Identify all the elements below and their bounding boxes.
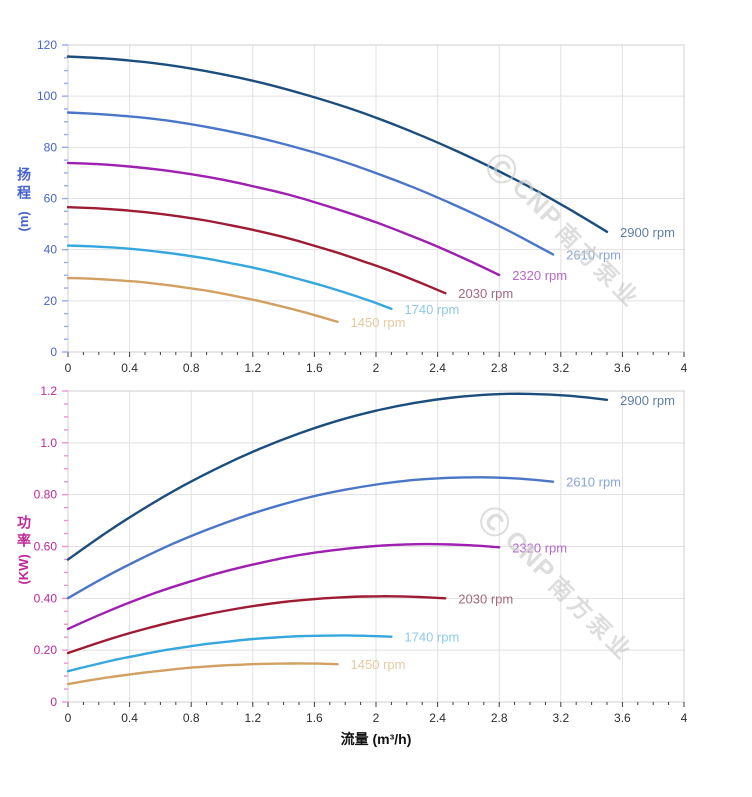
power-curve-2030-rpm: [66, 595, 447, 655]
y-tick-label: 80: [44, 140, 58, 154]
x-tick-label: 0.8: [183, 711, 200, 725]
x-tick-label: 3.2: [552, 361, 569, 375]
head-axis-title-cn: 扬程: [17, 166, 31, 200]
y-tick-label: 60: [44, 192, 58, 206]
head-curve-1450-rpm: [66, 276, 339, 323]
x-tick-labels: 0 0.4 0.8 1.2 1.6 2 2.4 2.8 3.2 3.6 4: [65, 711, 688, 725]
x-tick-label: 4: [681, 361, 688, 375]
power-curve-label-2610-rpm: 2610 rpm: [566, 475, 621, 490]
head-curve-2030-rpm: [66, 206, 447, 295]
head-curve-label-2320-rpm: 2320 rpm: [512, 268, 567, 283]
y-tick-labels: 1.2 1.0 0.80 0.60 0.40 0.20 0: [34, 384, 58, 709]
x-tick-label: 1.6: [306, 361, 323, 375]
x-tick-label: 2: [373, 711, 380, 725]
x-tick-label: 0.4: [121, 361, 138, 375]
x-tick-label: 2: [373, 361, 380, 375]
y-tick-label: 1.2: [40, 384, 57, 398]
power-curve-1740-rpm: [66, 634, 393, 673]
y-tick-label: 0.60: [34, 540, 58, 554]
x-tick-label: 4: [681, 711, 688, 725]
power-axis-title-cn: 功率: [17, 514, 31, 548]
x-axis-ticks: [67, 352, 685, 357]
power-curve-2610-rpm: [66, 476, 555, 600]
x-tick-labels: 0 0.4 0.8 1.2 1.6 2 2.4 2.8 3.2 3.6 4: [65, 361, 688, 375]
x-tick-label: 3.6: [614, 711, 631, 725]
y-tick-label: 0: [50, 345, 57, 359]
x-tick-label: 1.6: [306, 711, 323, 725]
x-tick-label: 3.2: [552, 711, 569, 725]
head-curve-label-1450-rpm: 1450 rpm: [351, 315, 406, 330]
head-curve-label-2030-rpm: 2030 rpm: [458, 286, 513, 301]
head-curve-2320-rpm: [66, 161, 501, 277]
power-curve-label-1450-rpm: 1450 rpm: [351, 657, 406, 672]
head-axis-title-unit: (m): [15, 211, 31, 232]
power-axis-title: 功率 (KW): [8, 514, 40, 584]
head-chart: 0 0.4 0.8 1.2 1.6 2 2.4 2.8 3.2 3.6 4 120 100 80 60 40 2…: [37, 38, 688, 375]
head-curve-label-2610-rpm: 2610 rpm: [566, 248, 621, 263]
x-tick-label: 2.4: [429, 711, 446, 725]
y-tick-label: 0.80: [34, 488, 58, 502]
head-axis-title: 扬程 (m): [8, 166, 40, 232]
power-chart: 0 0.4 0.8 1.2 1.6 2 2.4 2.8 3.2 3.6 4 1.2 1.0 0.80 0.6…: [34, 384, 688, 725]
x-tick-label: 0.8: [183, 361, 200, 375]
gridlines: [68, 45, 684, 352]
x-tick-label: 1.2: [244, 711, 261, 725]
y-tick-labels: 120 100 80 60 40 20 0: [37, 38, 57, 359]
power-curve-2900-rpm: [66, 392, 609, 561]
x-tick-label: 0.4: [121, 711, 138, 725]
power-axis-title-unit: (KW): [15, 554, 31, 585]
x-tick-label: 3.6: [614, 361, 631, 375]
y-tick-label: 0: [50, 695, 57, 709]
power-curve-label-2030-rpm: 2030 rpm: [458, 591, 513, 606]
x-axis-ticks: [67, 702, 685, 707]
y-tick-label: 40: [44, 243, 58, 257]
power-curve-label-1740-rpm: 1740 rpm: [404, 630, 459, 645]
y-tick-label: 1.0: [40, 436, 57, 450]
x-tick-label: 2.8: [491, 361, 508, 375]
head-curve-1740-rpm: [66, 244, 393, 310]
power-curve-label-2320-rpm: 2320 rpm: [512, 540, 567, 555]
head-curve-2900-rpm: [66, 55, 609, 233]
x-tick-label: 2.8: [491, 711, 508, 725]
head-curve-label-1740-rpm: 1740 rpm: [404, 302, 459, 317]
y-axis-ticks: [62, 390, 68, 703]
flow-axis-title: 流量 (m³/h): [340, 731, 412, 747]
y-tick-label: 0.40: [34, 591, 58, 605]
y-tick-label: 120: [37, 38, 57, 52]
power-curve-label-2900-rpm: 2900 rpm: [620, 393, 675, 408]
y-axis-ticks: [62, 44, 68, 353]
power-curve-2320-rpm: [66, 542, 501, 631]
x-tick-label: 2.4: [429, 361, 446, 375]
y-tick-label: 20: [44, 294, 58, 308]
power-curve-1450-rpm: [66, 662, 339, 686]
x-tick-label: 1.2: [244, 361, 261, 375]
x-tick-label: 0: [65, 711, 72, 725]
x-tick-label: 0: [65, 361, 72, 375]
head-curve-label-2900-rpm: 2900 rpm: [620, 225, 675, 240]
y-tick-label: 100: [37, 89, 57, 103]
y-tick-label: 0.20: [34, 643, 58, 657]
head-curve-2610-rpm: [66, 111, 555, 256]
